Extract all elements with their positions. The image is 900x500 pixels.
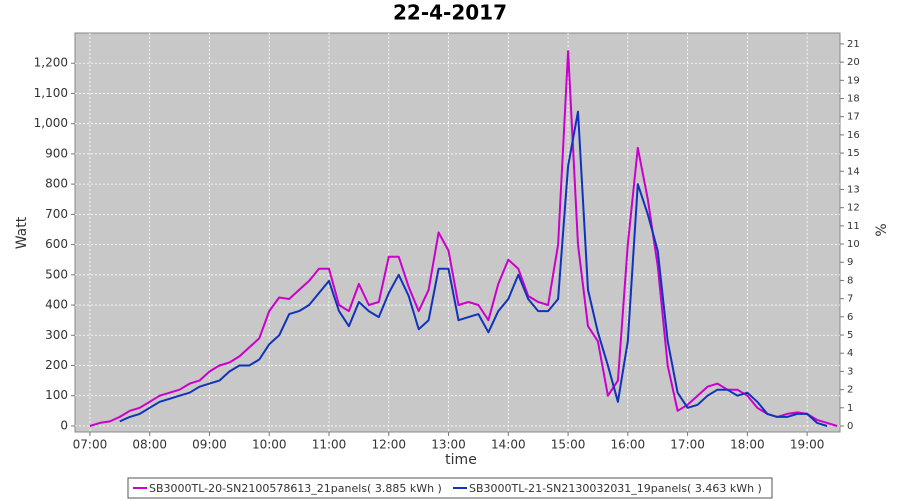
- plot-area: [74, 32, 841, 433]
- y-tick-label: 1,200: [34, 56, 68, 70]
- legend-label: SB3000TL-21-SN2130032031_19panels( 3.463…: [469, 482, 762, 495]
- y2-tick-label: 5: [847, 330, 853, 341]
- y2-tick-label: 4: [847, 348, 853, 359]
- y-tick-label: 700: [45, 207, 68, 221]
- y-tick-label: 0: [60, 418, 68, 432]
- y-tick-label: 800: [45, 177, 68, 191]
- y2-tick-label: 19: [847, 75, 860, 86]
- y-tick-label: 400: [45, 298, 68, 312]
- y2-tick-label: 2: [847, 385, 853, 396]
- x-tick-label: 07:00: [73, 438, 108, 452]
- y-tick-label: 1,100: [34, 86, 68, 100]
- y2-tick-label: 17: [847, 112, 860, 123]
- x-tick-label: 11:00: [312, 438, 347, 452]
- series-line: [119, 110, 828, 427]
- x-tick-label: 19:00: [790, 438, 825, 452]
- x-tick-label: 16:00: [611, 438, 646, 452]
- x-tick-label: 17:00: [670, 438, 705, 452]
- y-tick-label: 500: [45, 267, 68, 281]
- y2-tick-label: 18: [847, 93, 860, 104]
- x-tick-label: 12:00: [371, 438, 406, 452]
- y-tick-label: 1,000: [34, 116, 68, 130]
- series-line: [89, 50, 838, 427]
- x-tick-label: 10:00: [252, 438, 287, 452]
- y-axis-label: Watt: [14, 216, 30, 249]
- y2-tick-label: 15: [847, 148, 860, 159]
- y2-tick-label: 0: [847, 421, 853, 432]
- y2-tick-label: 21: [847, 39, 860, 50]
- x-tick-label: 18:00: [730, 438, 765, 452]
- x-tick-label: 15:00: [551, 438, 586, 452]
- y2-tick-label: 7: [847, 294, 853, 305]
- y2-tick-label: 11: [847, 221, 860, 232]
- x-tick-label: 14:00: [491, 438, 526, 452]
- y2-tick-label: 14: [847, 166, 860, 177]
- y-tick-label: 300: [45, 328, 68, 342]
- y-tick-label: 100: [45, 388, 68, 402]
- y2-tick-label: 16: [847, 130, 860, 141]
- y2-tick-label: 1: [847, 403, 853, 414]
- y2-tick-label: 9: [847, 257, 853, 268]
- x-tick-label: 09:00: [192, 438, 227, 452]
- x-axis-label: time: [445, 452, 477, 468]
- x-tick-label: 08:00: [132, 438, 167, 452]
- y-tick-label: 600: [45, 237, 68, 251]
- legend-box: [127, 477, 773, 499]
- x-tick-label: 13:00: [431, 438, 466, 452]
- y2-tick-label: 20: [847, 57, 860, 68]
- y2-tick-label: 8: [847, 275, 853, 286]
- y-tick-label: 200: [45, 358, 68, 372]
- y2-tick-label: 12: [847, 203, 860, 214]
- y2-tick-label: 10: [847, 239, 860, 250]
- y2-axis-label: %: [874, 223, 890, 236]
- y2-tick-label: 6: [847, 312, 853, 323]
- y2-tick-label: 3: [847, 366, 853, 377]
- y2-tick-label: 13: [847, 184, 860, 195]
- legend-label: SB3000TL-20-SN2100578613_21panels( 3.885…: [149, 482, 442, 495]
- chart-title: 22-4-2017: [393, 1, 507, 25]
- y-tick-label: 900: [45, 146, 68, 160]
